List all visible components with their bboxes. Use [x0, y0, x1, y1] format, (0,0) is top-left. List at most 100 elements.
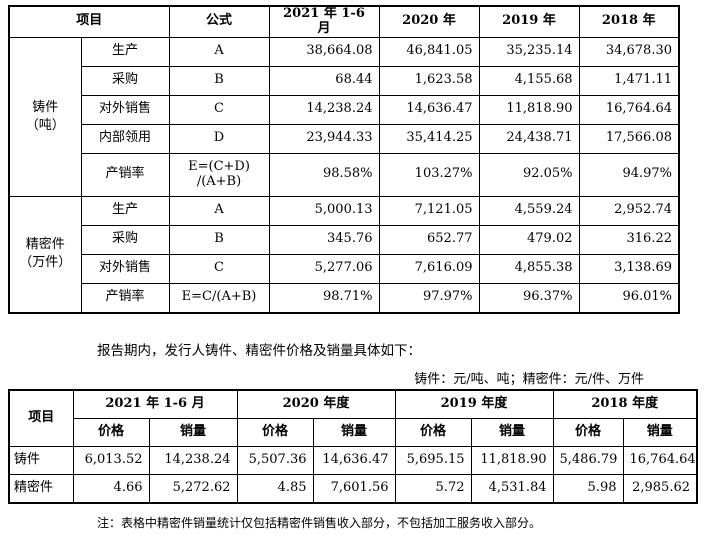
- row-formula: E=(C+D) /(A+B): [168, 152, 270, 197]
- cell-value: 11,818.90: [478, 94, 580, 125]
- unit-text: 铸件：元/吨、吨；精密件：元/件、万件: [414, 372, 644, 387]
- subheader-price: 价格: [394, 418, 472, 447]
- header-2021h1: 2021 年 1-6 月: [268, 5, 380, 38]
- cell-value: 94.97%: [578, 152, 680, 197]
- cell-value: 34,678.30: [578, 36, 680, 67]
- cell-value: 16,764.64: [622, 446, 698, 475]
- subheader-volume: 销量: [470, 418, 554, 447]
- row-formula: A: [168, 36, 270, 67]
- group-label-castings: 铸件 （吨）: [8, 36, 82, 197]
- footnote: 注：表格中精密件销量统计仅包括精密件销售收入部分，不包括加工服务收入部分。: [97, 516, 542, 530]
- cell-value: 4,155.68: [478, 65, 580, 96]
- group-label-line2: （吨）: [25, 117, 65, 133]
- subheader-price: 价格: [72, 418, 150, 447]
- cell-value: 5,000.13: [268, 195, 380, 226]
- row-item: 生产: [80, 36, 170, 67]
- cell-value: 4,531.84: [470, 474, 554, 504]
- cell-value: 14,238.24: [148, 446, 238, 475]
- cell-value: 92.05%: [478, 152, 580, 197]
- cell-value: 23,944.33: [268, 123, 380, 154]
- subheader-price: 价格: [552, 418, 624, 447]
- subheader-volume: 销量: [148, 418, 238, 447]
- row-item: 生产: [80, 195, 170, 226]
- table-row: 精密件 （万件） 生产 A 5,000.13 7,121.05 4,559.24…: [8, 195, 680, 314]
- header-formula: 公式: [168, 5, 270, 38]
- table-row: 对外销售 C 5,277.06 7,616.09 4,855.38 3,138.…: [9, 253, 680, 284]
- header-2018: 2018 年: [578, 5, 680, 38]
- cell-value: 4.85: [236, 474, 314, 504]
- table-row: 铸件 （吨） 生产 A 38,664.08 46,841.05 35,235.1…: [8, 36, 680, 197]
- row-item: 对外销售: [80, 94, 170, 125]
- table-row: 精密件 4.66 5,272.62 4.85 7,601.56 5.72 4,5…: [8, 474, 698, 504]
- cell-value: 97.97%: [378, 282, 480, 314]
- cell-value: 5.72: [394, 474, 472, 504]
- cell-value: 5,277.06: [268, 253, 380, 284]
- cell-value: 5,486.79: [552, 446, 624, 475]
- cell-value: 68.44: [268, 65, 380, 96]
- header-item: 项目: [8, 5, 170, 38]
- table-row: 产销率 E=C/(A+B) 98.71% 97.97% 96.37% 96.01…: [9, 282, 680, 314]
- cell-value: 11,818.90: [470, 446, 554, 475]
- subheader-volume: 销量: [312, 418, 396, 447]
- row-item: 对外销售: [80, 253, 170, 284]
- formula-line1: E=(C+D): [188, 158, 250, 174]
- row-item: 产销率: [80, 152, 170, 197]
- cell-value: 96.37%: [478, 282, 580, 314]
- cell-value: 345.76: [268, 224, 380, 255]
- cell-value: 7,616.09: [378, 253, 480, 284]
- cell-value: 17,566.08: [578, 123, 680, 154]
- table-row: 产销率 E=(C+D) /(A+B) 98.58% 103.27% 92.05%…: [9, 152, 680, 197]
- cell-value: 14,238.24: [268, 94, 380, 125]
- header-2019: 2019 年: [478, 5, 580, 38]
- cell-value: 38,664.08: [268, 36, 380, 67]
- cell-value: 2,952.74: [578, 195, 680, 226]
- cell-value: 4.66: [72, 474, 150, 504]
- row-formula: C: [168, 253, 270, 284]
- cell-value: 24,438.71: [478, 123, 580, 154]
- row-item: 采购: [80, 224, 170, 255]
- cell-value: 4,559.24: [478, 195, 580, 226]
- cell-value: 35,414.25: [378, 123, 480, 154]
- cell-value: 479.02: [478, 224, 580, 255]
- group-label-line2: （万件）: [19, 255, 72, 271]
- cell-value: 35,235.14: [478, 36, 580, 67]
- table-row: 内部领用 D 23,944.33 35,414.25 24,438.71 17,…: [9, 123, 680, 154]
- cell-value: 1,623.58: [378, 65, 480, 96]
- cell-value: 103.27%: [378, 152, 480, 197]
- table1-header-row: 项目 公式 2021 年 1-6 月 2020 年 2019 年 2018 年: [8, 5, 680, 38]
- cell-value: 4,855.38: [478, 253, 580, 284]
- row-formula: B: [168, 65, 270, 96]
- price-volume-table: 项目 2021 年 1-6 月 2020 年度 2019 年度 2018 年度 …: [8, 389, 698, 504]
- period-header: 2018 年度: [552, 389, 698, 419]
- group-label-precision: 精密件 （万件）: [8, 195, 82, 314]
- row-formula: B: [168, 224, 270, 255]
- subheader-volume: 销量: [622, 418, 698, 447]
- header-2020: 2020 年: [378, 5, 480, 38]
- row-item: 产销率: [80, 282, 170, 314]
- cell-value: 98.58%: [268, 152, 380, 197]
- row-formula: E=C/(A+B): [168, 282, 270, 314]
- table-row: 采购 B 68.44 1,623.58 4,155.68 1,471.11: [9, 65, 680, 96]
- cell-value: 1,471.11: [578, 65, 680, 96]
- cell-value: 5.98: [552, 474, 624, 504]
- intro-text: 报告期内，发行人铸件、精密件价格及销量具体如下：: [97, 343, 421, 359]
- cell-value: 652.77: [378, 224, 480, 255]
- cell-value: 2,985.62: [622, 474, 698, 504]
- cell-value: 5,272.62: [148, 474, 238, 504]
- cell-value: 6,013.52: [72, 446, 150, 475]
- table2-subheader-row: 价格 销量 价格 销量 价格 销量 价格 销量: [9, 418, 698, 447]
- cell-value: 7,601.56: [312, 474, 396, 504]
- cell-value: 96.01%: [578, 282, 680, 314]
- cell-value: 7,121.05: [378, 195, 480, 226]
- table2-period-row: 项目 2021 年 1-6 月 2020 年度 2019 年度 2018 年度: [8, 389, 698, 447]
- table-row: 对外销售 C 14,238.24 14,636.47 11,818.90 16,…: [9, 94, 680, 125]
- cell-value: 16,764.64: [578, 94, 680, 125]
- table-row: 采购 B 345.76 652.77 479.02 316.22: [9, 224, 680, 255]
- period-header: 2019 年度: [394, 389, 554, 419]
- production-sales-table: 项目 公式 2021 年 1-6 月 2020 年 2019 年 2018 年 …: [8, 5, 681, 314]
- row-formula: C: [168, 94, 270, 125]
- formula-line2: /(A+B): [196, 173, 242, 189]
- header-item: 项目: [8, 389, 74, 447]
- group-label-line1: 精密件: [25, 237, 65, 253]
- period-header: 2020 年度: [236, 389, 396, 419]
